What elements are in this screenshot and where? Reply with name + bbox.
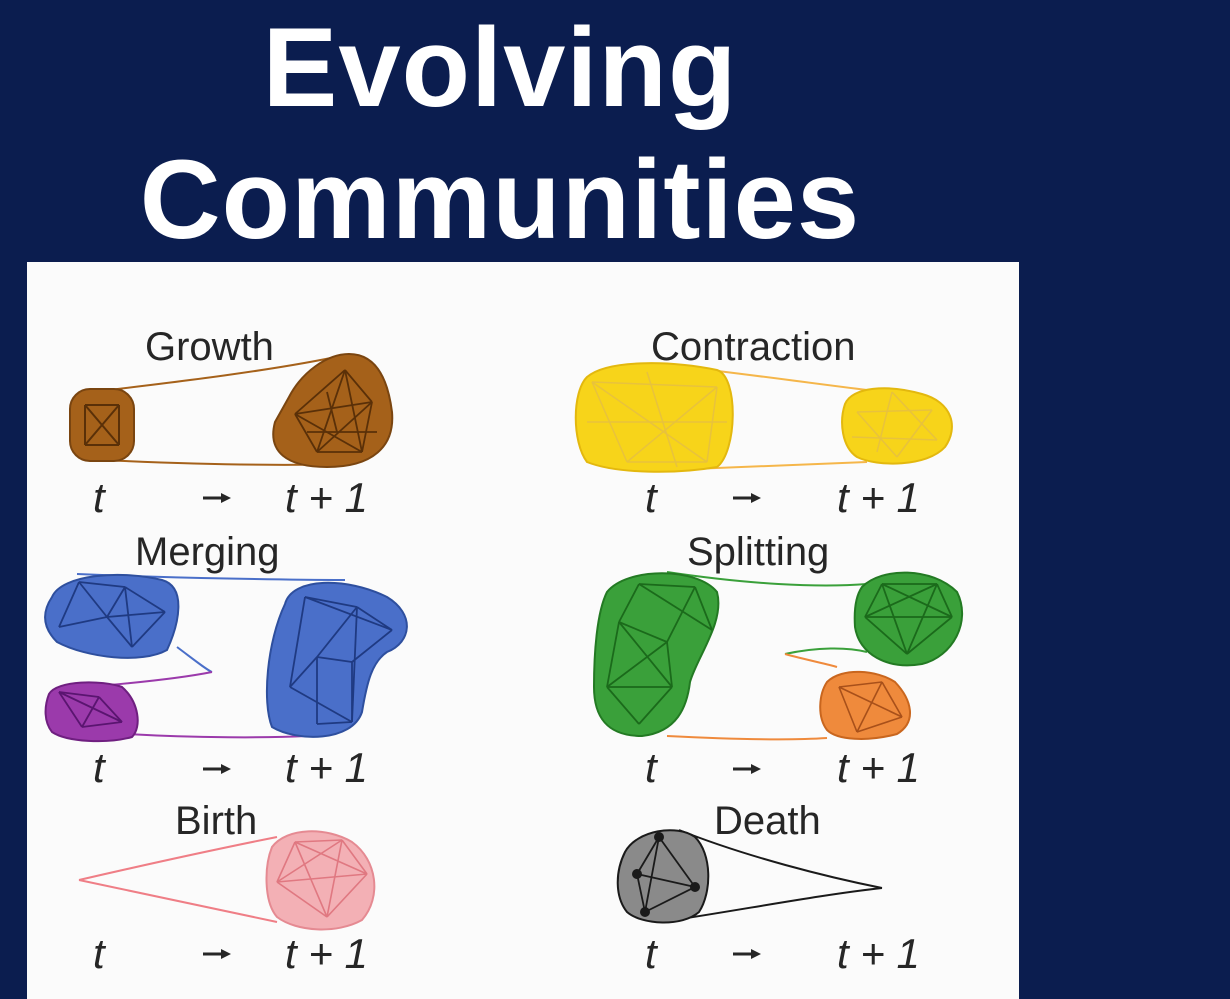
contraction-community-t xyxy=(574,362,734,473)
growth-time-t1: t + 1 xyxy=(285,474,368,521)
merging-time-t1: t + 1 xyxy=(285,744,368,791)
growth-edges-t xyxy=(84,404,120,446)
birth-edges-t1 xyxy=(276,839,368,918)
splitting-time-t1: t + 1 xyxy=(837,744,920,791)
death-label: Death xyxy=(714,799,821,843)
death-nodes-t xyxy=(632,832,700,917)
death-panel: Death t t + 1 xyxy=(616,799,920,977)
growth-link-top xyxy=(91,354,346,393)
community-evolution-diagram: Growth t t + 1 xyxy=(44,325,963,977)
splitting-community-a-t1 xyxy=(853,571,963,667)
birth-community-t1 xyxy=(265,830,376,931)
diagram-panel: Growth t t + 1 xyxy=(27,262,1019,999)
merging-time-t: t xyxy=(93,744,107,791)
splitting-edges-a-t1 xyxy=(864,583,953,655)
contraction-time-t1: t + 1 xyxy=(837,474,920,521)
growth-label: Growth xyxy=(145,325,274,369)
slide-title: Evolving Communities xyxy=(0,2,1000,266)
contraction-panel: Contraction t t + 1 xyxy=(574,325,953,521)
merging-panel: Merging xyxy=(44,530,408,791)
death-edges-t xyxy=(636,836,696,913)
growth-panel: Growth t t + 1 xyxy=(69,325,394,521)
title-line-1: Evolving xyxy=(262,5,738,130)
death-link-top xyxy=(678,829,883,889)
growth-time-t: t xyxy=(93,474,107,521)
merging-edges-t1 xyxy=(289,596,393,725)
growth-community-t1 xyxy=(272,352,394,469)
splitting-edges-b-t1 xyxy=(838,681,903,733)
splitting-panel: Splitting xyxy=(592,530,963,791)
growth-edges-t1 xyxy=(294,369,377,453)
birth-time-t: t xyxy=(93,930,107,977)
merging-link-bottom xyxy=(126,733,308,739)
splitting-label: Splitting xyxy=(687,530,829,574)
merging-edges-a-t xyxy=(58,581,166,648)
death-time-t1: t + 1 xyxy=(837,930,920,977)
birth-panel: Birth t t + 1 xyxy=(78,799,376,977)
birth-link-bottom xyxy=(78,879,278,923)
birth-time-t1: t + 1 xyxy=(285,930,368,977)
splitting-link-bottom xyxy=(666,735,828,741)
merging-edges-b-t xyxy=(58,691,123,728)
merging-label: Merging xyxy=(135,530,280,574)
title-line-2: Communities xyxy=(139,137,861,262)
birth-label: Birth xyxy=(175,799,257,843)
death-community-t xyxy=(616,829,710,924)
birth-link-top xyxy=(78,836,278,881)
contraction-community-t1 xyxy=(841,387,953,465)
death-time-t: t xyxy=(645,930,659,977)
contraction-edges-t xyxy=(587,371,727,468)
contraction-label: Contraction xyxy=(651,325,856,369)
splitting-time-t: t xyxy=(645,744,659,791)
death-link-bottom xyxy=(686,887,883,919)
contraction-edges-t1 xyxy=(851,391,938,458)
contraction-time-t: t xyxy=(645,474,659,521)
splitting-link-top xyxy=(666,571,868,587)
splitting-edges-t xyxy=(606,583,713,725)
